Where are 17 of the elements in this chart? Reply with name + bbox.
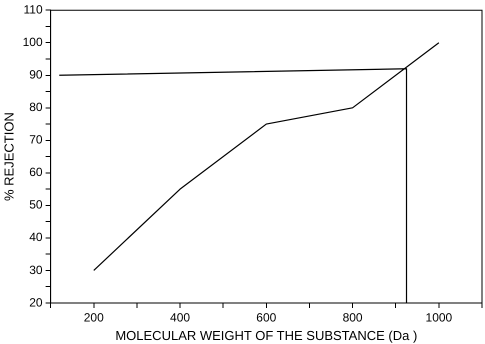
y-axis-title: % REJECTION [1, 112, 16, 202]
y-tick-label: 70 [29, 132, 43, 147]
y-tick-label: 50 [29, 198, 43, 212]
y-tick-label: 40 [29, 230, 43, 244]
x-tick-label: 600 [256, 310, 277, 325]
y-tick-label: 60 [29, 165, 43, 180]
y-tick-label: 80 [29, 100, 43, 114]
x-tick-label: 800 [342, 310, 363, 325]
y-tick-label: 20 [29, 295, 43, 310]
y-tick-label: 110 [23, 2, 43, 17]
x-tick-label: 400 [170, 310, 190, 325]
y-tick-label: 30 [29, 262, 43, 277]
y-tick-label: 90 [29, 68, 43, 82]
x-axis-title: MOLECULAR WEIGHT OF THE SUBSTANCE (Da ) [115, 328, 418, 343]
y-tick-label: 100 [22, 35, 43, 50]
x-tick-label: 1000 [426, 310, 453, 325]
x-tick-label: 200 [84, 310, 104, 325]
